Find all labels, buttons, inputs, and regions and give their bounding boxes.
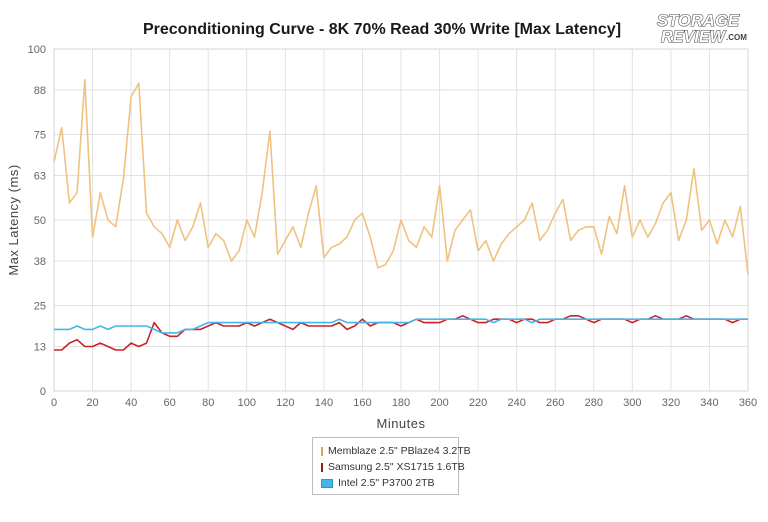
legend-label-samsung: Samsung 2.5" XS1715 1.6TB [328, 461, 465, 473]
x-tick-label-160: 160 [353, 397, 371, 409]
logo-line1: STORAGE [657, 11, 740, 30]
x-tick-label-320: 320 [662, 397, 680, 409]
x-tick-labels: 0 20 40 60 80 100 120 140 160 180 200 220 240 260 280 3… [51, 397, 757, 409]
x-tick-label-220: 220 [469, 397, 487, 409]
x-tick-label-300: 300 [623, 397, 641, 409]
x-tick-label-40: 40 [125, 397, 137, 409]
x-tick-label-280: 280 [585, 397, 603, 409]
storagereview-logo: STORAGE REVIEW .COM [656, 10, 747, 46]
y-tick-label-13: 13 [34, 342, 46, 354]
x-tick-label-100: 100 [238, 397, 256, 409]
legend-item-memblaze: Memblaze 2.5" PBlaze4 3.2TB [321, 443, 471, 459]
legend-swatch-memblaze [321, 446, 323, 456]
y-tick-label-100: 100 [28, 44, 46, 56]
series-line-samsung [54, 314, 748, 351]
series-line-memblaze [53, 79, 749, 275]
grid [53, 48, 749, 392]
x-tick-label-80: 80 [202, 397, 214, 409]
x-tick-label-120: 120 [276, 397, 294, 409]
series-line-intel [54, 318, 748, 334]
y-tick-labels: 0 13 25 38 50 63 75 88 100 [28, 44, 46, 398]
legend-swatch-samsung [321, 462, 323, 472]
series-lines [53, 79, 749, 351]
y-tick-label-75: 75 [34, 130, 46, 142]
x-tick-label-200: 200 [430, 397, 448, 409]
x-tick-label-240: 240 [507, 397, 525, 409]
y-tick-label-50: 50 [34, 215, 46, 227]
y-axis-title: Max Latency (ms) [6, 164, 21, 275]
x-tick-label-140: 140 [315, 397, 333, 409]
legend-swatch-intel [321, 478, 333, 488]
y-tick-label-25: 25 [34, 301, 46, 313]
legend-item-samsung: Samsung 2.5" XS1715 1.6TB [321, 459, 465, 475]
x-tick-label-180: 180 [392, 397, 410, 409]
legend: Memblaze 2.5" PBlaze4 3.2TB Samsung 2.5"… [312, 437, 471, 495]
legend-item-intel: Intel 2.5" P3700 2TB [321, 475, 458, 491]
x-tick-label-0: 0 [51, 397, 57, 409]
y-tick-label-63: 63 [34, 171, 46, 183]
x-tick-label-60: 60 [164, 397, 176, 409]
x-tick-label-20: 20 [86, 397, 98, 409]
legend-label-memblaze: Memblaze 2.5" PBlaze4 3.2TB [328, 445, 471, 457]
y-tick-label-38: 38 [34, 256, 46, 268]
plot-border [53, 48, 749, 392]
logo-line2: REVIEW [661, 27, 727, 46]
y-tick-label-88: 88 [34, 85, 46, 97]
y-tick-label-0: 0 [40, 386, 46, 398]
legend-label-intel: Intel 2.5" P3700 2TB [338, 477, 435, 489]
x-tick-label-260: 260 [546, 397, 564, 409]
x-tick-label-340: 340 [700, 397, 718, 409]
chart-title: Preconditioning Curve - 8K 70% Read 30% … [143, 21, 621, 38]
x-tick-label-360: 360 [739, 397, 757, 409]
logo-suffix: .COM [726, 33, 747, 42]
x-axis-title: Minutes [376, 416, 425, 431]
